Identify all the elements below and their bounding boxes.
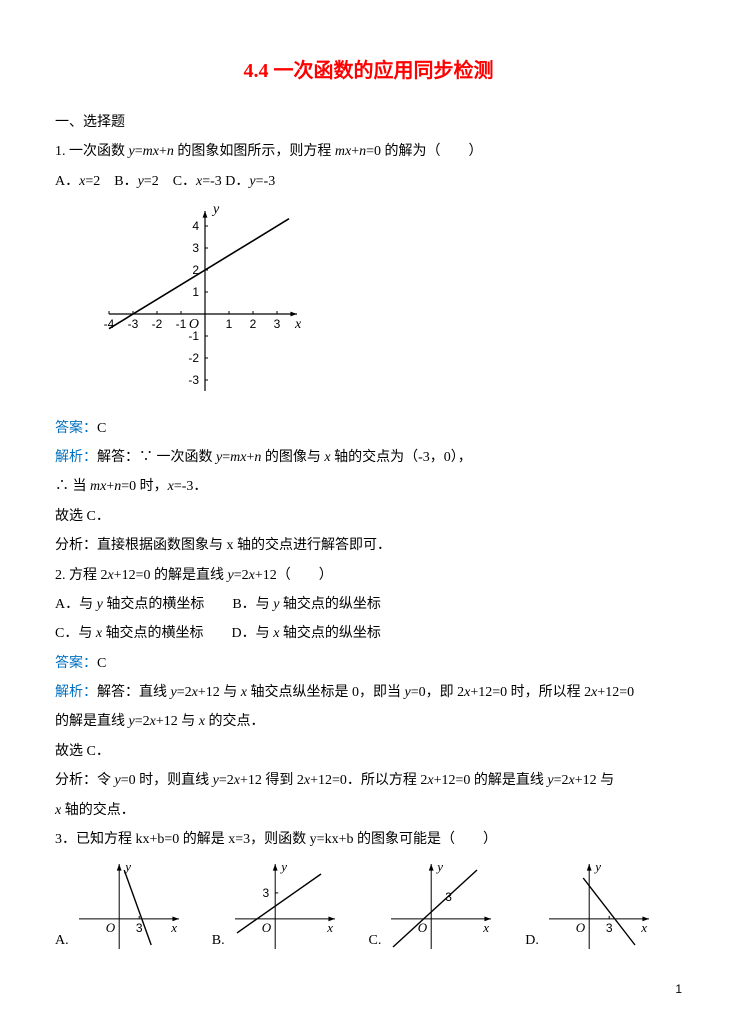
- q3-option-d: D. Oxy3: [525, 860, 682, 955]
- q3-option-c: C. Oxy3: [369, 860, 526, 955]
- q1-solution-line1: 解析：解答：∵ 一次函数 y=mx+n 的图像与 x 轴的交点为（-3，0），: [55, 443, 682, 472]
- svg-text:x: x: [170, 920, 177, 935]
- svg-text:1: 1: [226, 317, 233, 331]
- svg-text:3: 3: [446, 890, 453, 904]
- q3-option-b: B. Oxy3: [212, 860, 369, 955]
- svg-text:x: x: [483, 920, 490, 935]
- svg-text:x: x: [640, 920, 647, 935]
- svg-text:x: x: [326, 920, 333, 935]
- svg-text:1: 1: [192, 285, 199, 299]
- q2-answer: 答案：C: [55, 649, 682, 678]
- q1-answer: 答案：C: [55, 414, 682, 443]
- svg-text:O: O: [189, 317, 199, 332]
- svg-text:O: O: [576, 920, 586, 935]
- svg-text:O: O: [261, 920, 271, 935]
- q3-options-row: A. Oxy3 B. Oxy3 C. Oxy3 D. Oxy3: [55, 860, 682, 955]
- section-heading: 一、选择题: [55, 108, 682, 137]
- svg-text:-1: -1: [176, 317, 187, 331]
- svg-text:3: 3: [606, 921, 613, 935]
- svg-text:3: 3: [274, 317, 281, 331]
- q2-options-row1: A．与 y 轴交点的横坐标 B．与 y 轴交点的纵坐标: [55, 590, 682, 619]
- page-number: 1: [675, 977, 682, 1002]
- svg-text:y: y: [279, 860, 287, 874]
- page-title: 4.4 一次函数的应用同步检测: [55, 50, 682, 92]
- svg-text:-3: -3: [128, 317, 139, 331]
- svg-text:y: y: [436, 860, 444, 874]
- svg-text:4: 4: [192, 219, 199, 233]
- q2-solution-line5: x 轴的交点．: [55, 796, 682, 825]
- q1-stem: 1. 一次函数 y=mx+n 的图象如图所示，则方程 mx+n=0 的解为（ ）: [55, 137, 682, 166]
- q1-solution-line4: 分析：直接根据函数图象与 x 轴的交点进行解答即可．: [55, 531, 682, 560]
- q2-solution-line1: 解析：解答：直线 y=2x+12 与 x 轴交点纵坐标是 0，即当 y=0，即 …: [55, 678, 682, 707]
- q1-options: A．x=2 B．y=2 C．x=-3 D．y=-3: [55, 167, 682, 196]
- q3-stem: 3．已知方程 kx+b=0 的解是 x=3，则函数 y=kx+b 的图象可能是（…: [55, 825, 682, 854]
- svg-text:2: 2: [250, 317, 257, 331]
- svg-text:y: y: [593, 860, 601, 874]
- svg-text:3: 3: [192, 241, 199, 255]
- q2-stem: 2. 方程 2x+12=0 的解是直线 y=2x+12（ ）: [55, 561, 682, 590]
- q1-chart: -4-3-2-1123-3-2-11234Oxy: [85, 204, 682, 405]
- q2-options-row2: C．与 x 轴交点的横坐标 D．与 x 轴交点的纵坐标: [55, 619, 682, 648]
- q3-option-a: A. Oxy3: [55, 860, 212, 955]
- q2-solution-line3: 故选 C．: [55, 737, 682, 766]
- q1-solution-line3: 故选 C．: [55, 502, 682, 531]
- svg-text:x: x: [294, 317, 302, 332]
- svg-text:-3: -3: [188, 373, 199, 387]
- svg-text:O: O: [105, 920, 115, 935]
- q1-solution-line2: ∴ 当 mx+n=0 时，x=-3．: [55, 472, 682, 501]
- svg-text:y: y: [211, 204, 220, 217]
- svg-text:3: 3: [135, 921, 142, 935]
- svg-text:3: 3: [262, 886, 269, 900]
- svg-text:-2: -2: [152, 317, 163, 331]
- svg-text:-2: -2: [188, 351, 199, 365]
- q2-solution-line4: 分析：令 y=0 时，则直线 y=2x+12 得到 2x+12=0．所以方程 2…: [55, 766, 682, 795]
- q2-solution-line2: 的解是直线 y=2x+12 与 x 的交点．: [55, 707, 682, 736]
